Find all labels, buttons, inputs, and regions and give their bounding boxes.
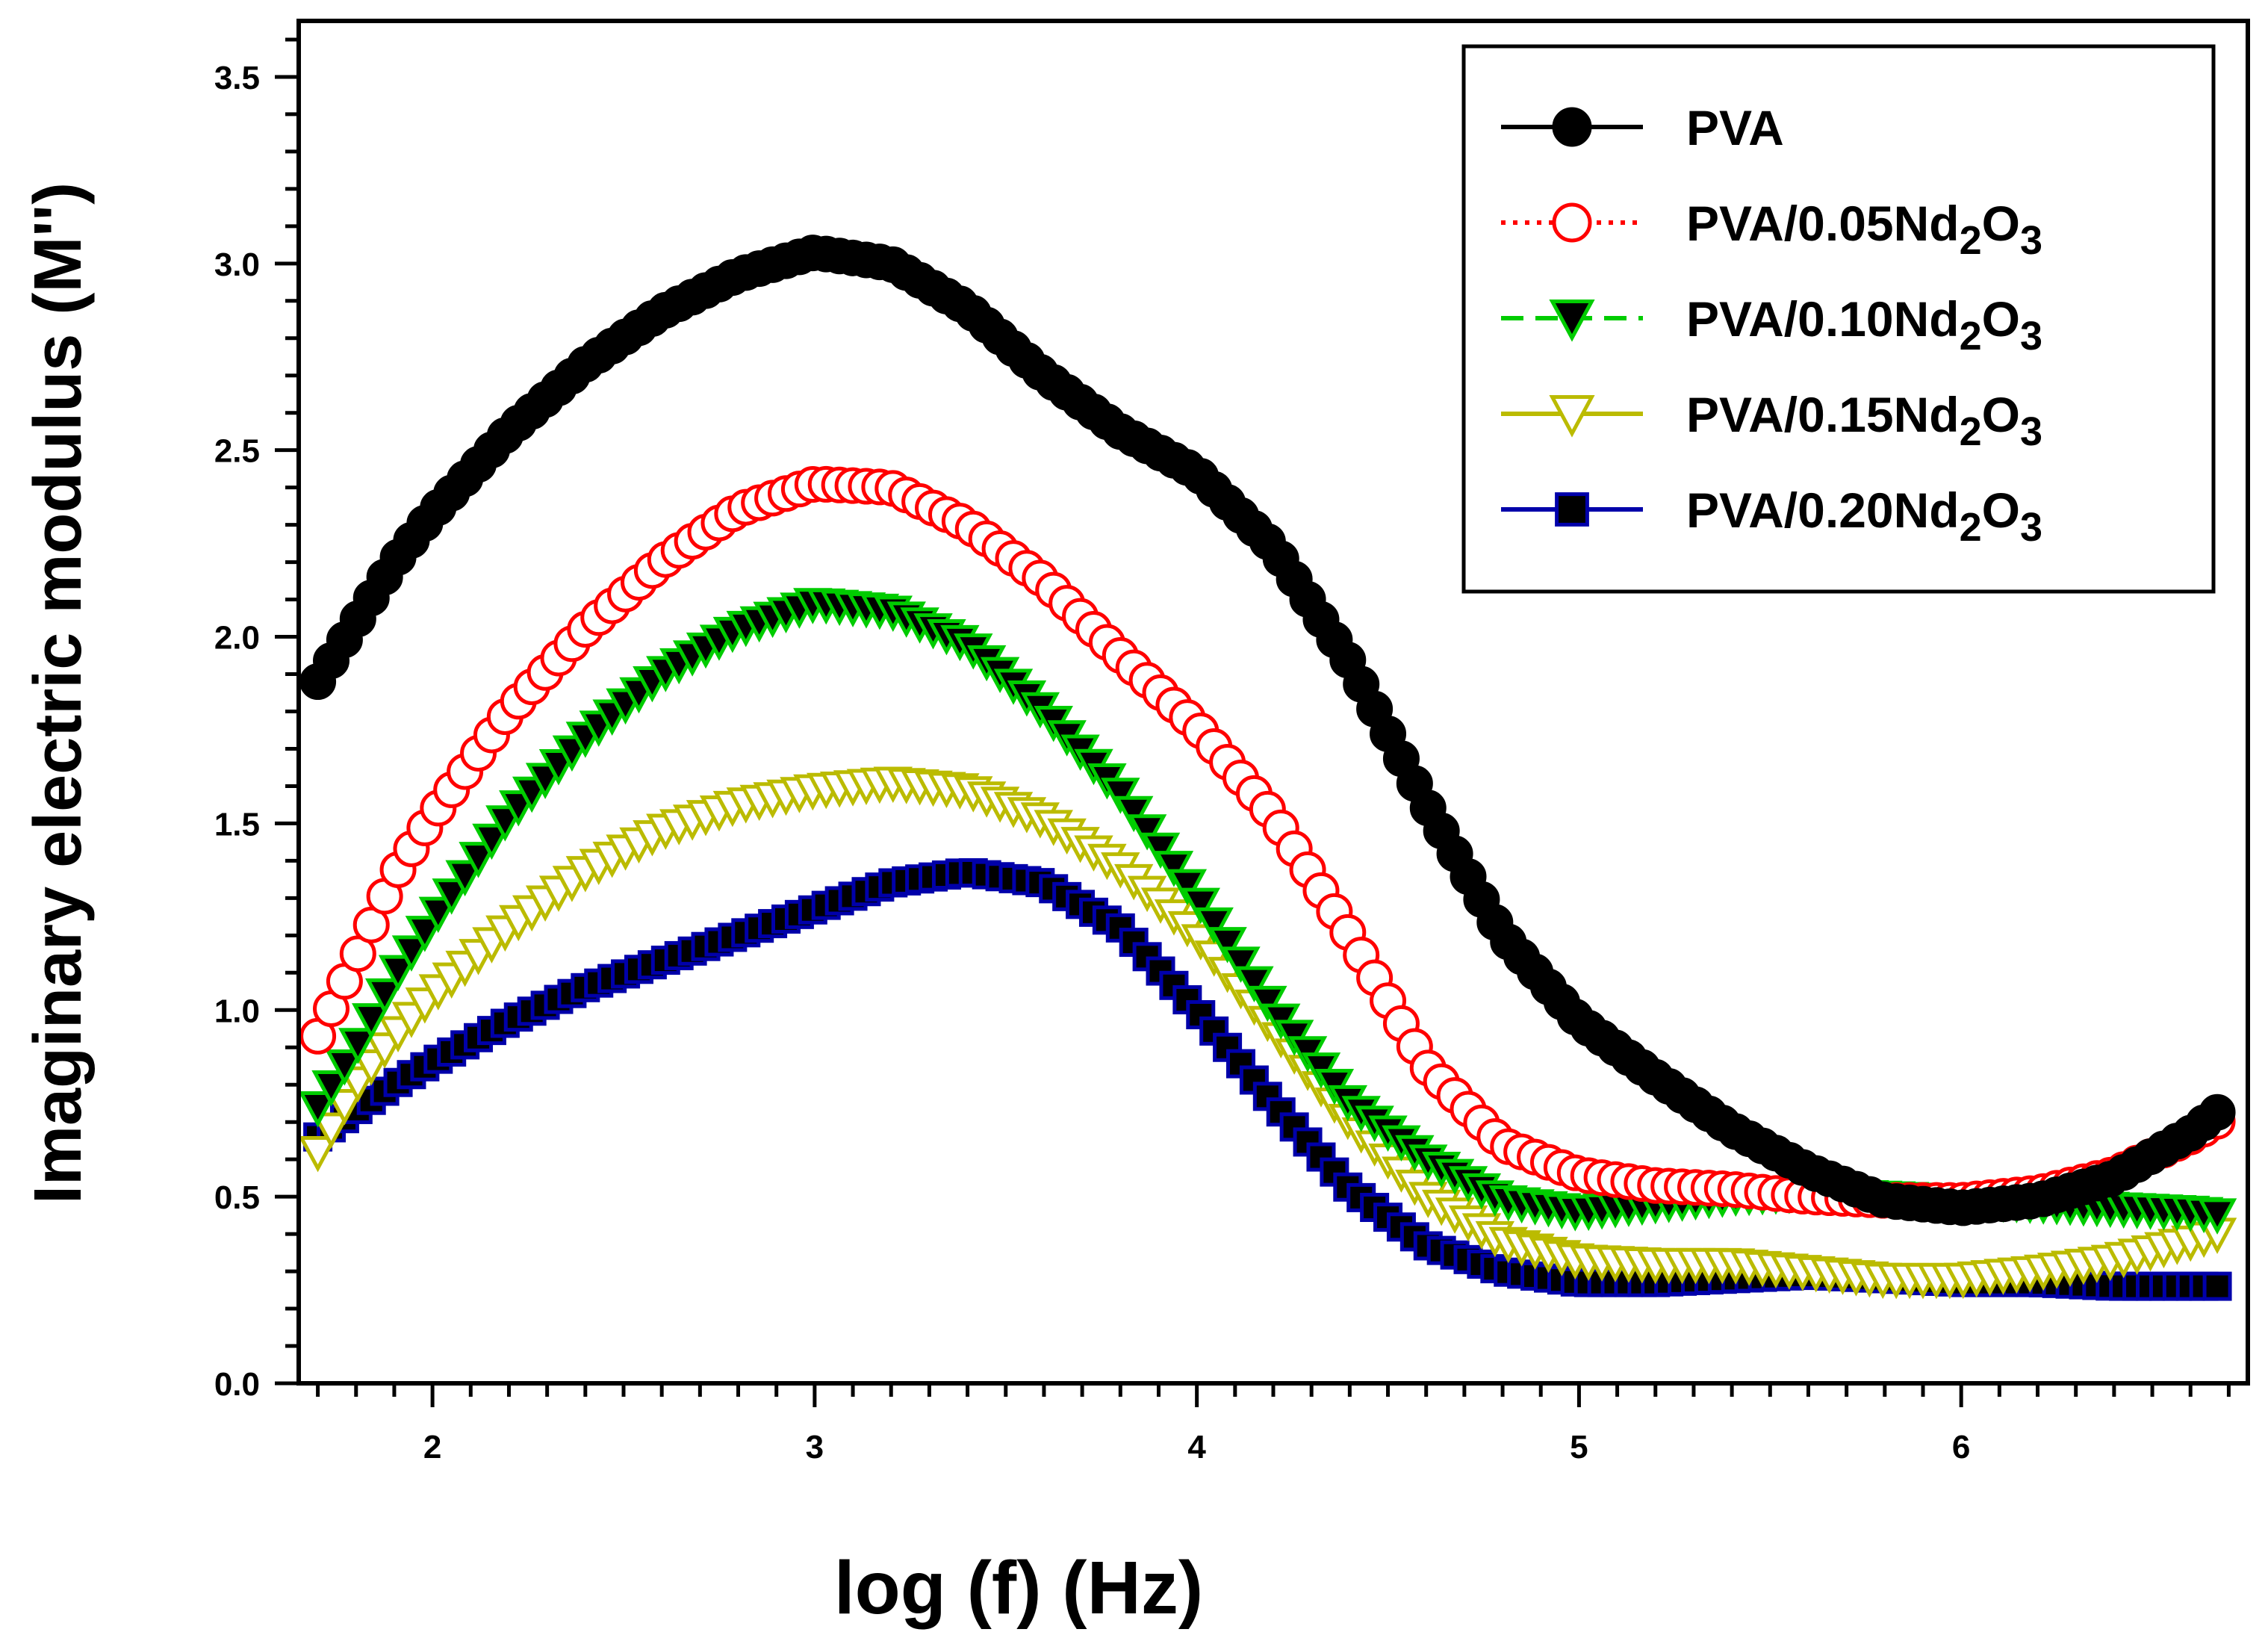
y-axis-title: Imaginary electric modulus (M'')	[21, 182, 96, 1204]
x-tick-label: 5	[1570, 1429, 1588, 1465]
y-tick-label: 1.0	[214, 993, 260, 1029]
y-tick-label: 3.5	[214, 60, 260, 96]
legend-item: PVA/0.05Nd2O3	[1501, 196, 2042, 263]
legend-label: PVA/0.10Nd2O3	[1686, 291, 2042, 359]
legend-item: PVA/0.10Nd2O3	[1501, 291, 2042, 359]
y-tick-label: 0.5	[214, 1179, 260, 1216]
x-tick-label: 2	[423, 1429, 441, 1465]
data-point	[325, 1049, 364, 1086]
data-point	[1127, 814, 1167, 851]
y-tick-label: 1.5	[214, 806, 260, 843]
series-0	[299, 235, 2236, 1226]
x-axis-title: log (f) (Hz)	[834, 1546, 1203, 1630]
data-point	[445, 860, 485, 897]
data-point	[1154, 851, 1194, 887]
y-tick-label: 2.0	[214, 620, 260, 657]
x-tick-label: 4	[1187, 1429, 1206, 1465]
legend-label: PVA/0.20Nd2O3	[1686, 483, 2042, 550]
data-point	[378, 955, 418, 992]
series-2	[298, 588, 2237, 1235]
series-1	[299, 465, 2236, 1219]
data-point	[298, 1091, 338, 1128]
data-point	[1552, 107, 1592, 147]
data-point	[1555, 492, 1589, 527]
data-point	[1549, 395, 1595, 438]
legend-item: PVA/0.15Nd2O3	[1501, 387, 2042, 454]
data-point	[298, 1135, 338, 1173]
data-point	[1101, 778, 1140, 814]
data-point	[1221, 946, 1261, 983]
data-point	[391, 935, 432, 972]
data-point	[311, 1070, 351, 1107]
data-point	[2197, 1198, 2237, 1235]
y-tick-labels: 0.0 0.5 1.0 1.5 2.0 2.5 3.0 3.5	[214, 60, 260, 1403]
data-point	[1140, 832, 1181, 869]
data-point	[432, 878, 471, 915]
x-tick-labels: 2 3 4 5 6	[423, 1429, 1971, 1465]
data-point	[405, 916, 445, 952]
data-point	[1167, 869, 1208, 906]
data-point	[311, 1112, 351, 1149]
legend-item: PVA	[1501, 100, 1784, 155]
data-point	[2199, 1094, 2236, 1131]
x-tick-label: 6	[1952, 1429, 1970, 1465]
legend: PVA PVA/0.05Nd2O3 PVA/0.10Nd2O3 PVA/0.15Nd2…	[1461, 44, 2216, 594]
data-point	[364, 978, 405, 1015]
y-tick-label: 0.0	[214, 1366, 260, 1403]
data-point	[418, 896, 458, 934]
legend-label: PVA/0.15Nd2O3	[1686, 387, 2042, 454]
legend-label: PVA/0.05Nd2O3	[1686, 196, 2042, 263]
data-point	[338, 1028, 378, 1064]
data-point	[1194, 907, 1234, 944]
data-point	[2202, 1271, 2232, 1301]
data-point	[1248, 985, 1287, 1023]
x-tick-label: 3	[806, 1429, 824, 1465]
data-point	[472, 823, 512, 860]
series-4	[303, 857, 2232, 1301]
y-tick-label: 2.5	[214, 433, 260, 470]
data-point	[1234, 966, 1274, 1003]
data-point	[1552, 202, 1592, 243]
data-point	[1208, 927, 1247, 964]
plot-frame	[296, 19, 2250, 1386]
data-point	[1114, 795, 1154, 833]
data-point	[1549, 300, 1595, 342]
legend-label: PVA	[1686, 100, 1784, 155]
y-tick-label: 3.0	[214, 246, 260, 283]
data-point	[459, 842, 498, 878]
series-layer	[298, 235, 2237, 1301]
legend-item: PVA/0.20Nd2O3	[1501, 483, 2042, 550]
data-point	[1181, 887, 1220, 925]
data-point	[325, 1089, 364, 1126]
data-point	[352, 1003, 391, 1040]
